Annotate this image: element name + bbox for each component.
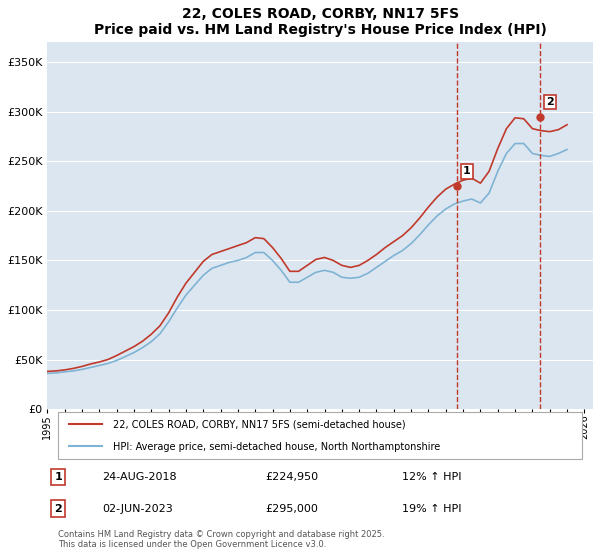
Text: 02-JUN-2023: 02-JUN-2023 <box>102 503 173 514</box>
FancyBboxPatch shape <box>58 412 582 459</box>
Text: 22, COLES ROAD, CORBY, NN17 5FS (semi-detached house): 22, COLES ROAD, CORBY, NN17 5FS (semi-de… <box>113 420 406 430</box>
Text: £224,950: £224,950 <box>266 472 319 482</box>
Text: 1: 1 <box>55 472 62 482</box>
Text: 2: 2 <box>546 97 554 107</box>
Text: 24-AUG-2018: 24-AUG-2018 <box>102 472 176 482</box>
Text: HPI: Average price, semi-detached house, North Northamptonshire: HPI: Average price, semi-detached house,… <box>113 442 440 452</box>
Text: £295,000: £295,000 <box>266 503 319 514</box>
Text: 1: 1 <box>463 166 471 176</box>
Text: Contains HM Land Registry data © Crown copyright and database right 2025.
This d: Contains HM Land Registry data © Crown c… <box>58 530 385 549</box>
Text: 12% ↑ HPI: 12% ↑ HPI <box>402 472 461 482</box>
Text: 19% ↑ HPI: 19% ↑ HPI <box>402 503 461 514</box>
Title: 22, COLES ROAD, CORBY, NN17 5FS
Price paid vs. HM Land Registry's House Price In: 22, COLES ROAD, CORBY, NN17 5FS Price pa… <box>94 7 547 37</box>
Text: 2: 2 <box>55 503 62 514</box>
